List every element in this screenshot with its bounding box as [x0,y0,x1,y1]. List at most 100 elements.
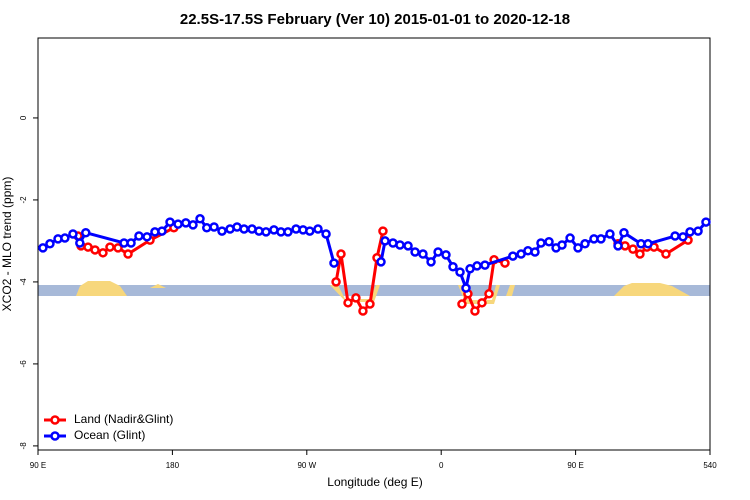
land-shape [330,285,380,302]
point [313,224,323,234]
point [105,242,115,252]
land-ocean-strip [38,281,710,304]
x-axis-label: Longitude (deg E) [327,475,422,489]
point [45,239,55,249]
point [484,289,494,299]
point [403,241,413,251]
point [619,227,629,238]
point [209,222,219,232]
point [113,243,123,253]
point [165,217,175,227]
y-tick-label: -4 [19,278,28,286]
point [261,227,271,237]
point [201,223,212,233]
point [557,240,567,250]
point [98,248,108,258]
y-tick-label: -2 [19,196,28,204]
legend-marker [50,415,60,425]
point [336,249,346,259]
point [461,283,471,293]
point [508,251,518,261]
point [661,249,671,259]
point [142,232,152,242]
y-tick-label: -6 [19,360,28,368]
point [596,234,606,244]
x-tick-label: 540 [703,461,717,470]
point [75,238,85,248]
y-axis-label: XCO2 - MLO trend (ppm) [0,177,14,312]
point [457,299,467,309]
point [380,236,390,246]
x-tick-label: 90 E [567,461,583,470]
point [329,258,339,268]
point [605,229,615,239]
land-shape [506,285,515,296]
point [305,226,315,236]
x-tick-label: 180 [166,461,180,470]
point [123,249,133,259]
point [678,232,688,242]
point [536,238,546,248]
point [448,262,458,272]
point [217,226,227,236]
legend-marker [50,431,60,441]
point [470,306,480,316]
point [613,241,623,251]
legend-label: Ocean (Glint) [74,428,145,442]
point [433,247,443,257]
point [441,250,451,260]
point [455,267,465,277]
point [643,239,653,249]
point [188,220,198,230]
x-tick-label: 90 E [30,461,46,470]
point [670,231,680,241]
point [321,229,331,239]
point [573,243,583,253]
x-tick-label: 90 W [297,461,316,470]
point [693,226,703,236]
point [358,306,368,316]
plot-frame [37,37,711,451]
point [283,227,293,237]
point [351,293,361,303]
point [343,298,353,308]
land-shape [150,284,166,288]
point [376,257,386,267]
point [239,224,249,234]
point [365,299,375,309]
point [472,261,482,271]
point [635,249,645,259]
point [477,298,487,308]
point [628,244,638,254]
point [195,214,205,224]
x-tick-label: 0 [439,461,444,470]
land-shape [614,283,690,296]
point [331,277,341,287]
point [395,240,405,250]
point [480,260,490,270]
point [565,233,575,243]
point [426,257,436,267]
point [60,233,70,243]
point [38,243,48,253]
point [157,226,167,236]
chart-title: 22.5S-17.5S February (Ver 10) 2015-01-01… [180,11,570,28]
point [544,236,554,247]
point [90,245,100,255]
land-shape [76,281,127,296]
point [580,239,590,249]
point [134,231,144,241]
point [378,226,388,236]
point [68,229,78,239]
y-tick-label: -8 [19,442,28,450]
point [126,238,136,248]
point [530,247,540,257]
point [81,227,91,238]
point [701,217,711,227]
legend-label: Land (Nadir&Glint) [74,412,173,426]
y-tick-label: 0 [19,115,28,120]
point [685,227,695,237]
point [173,219,183,229]
point [410,247,420,257]
